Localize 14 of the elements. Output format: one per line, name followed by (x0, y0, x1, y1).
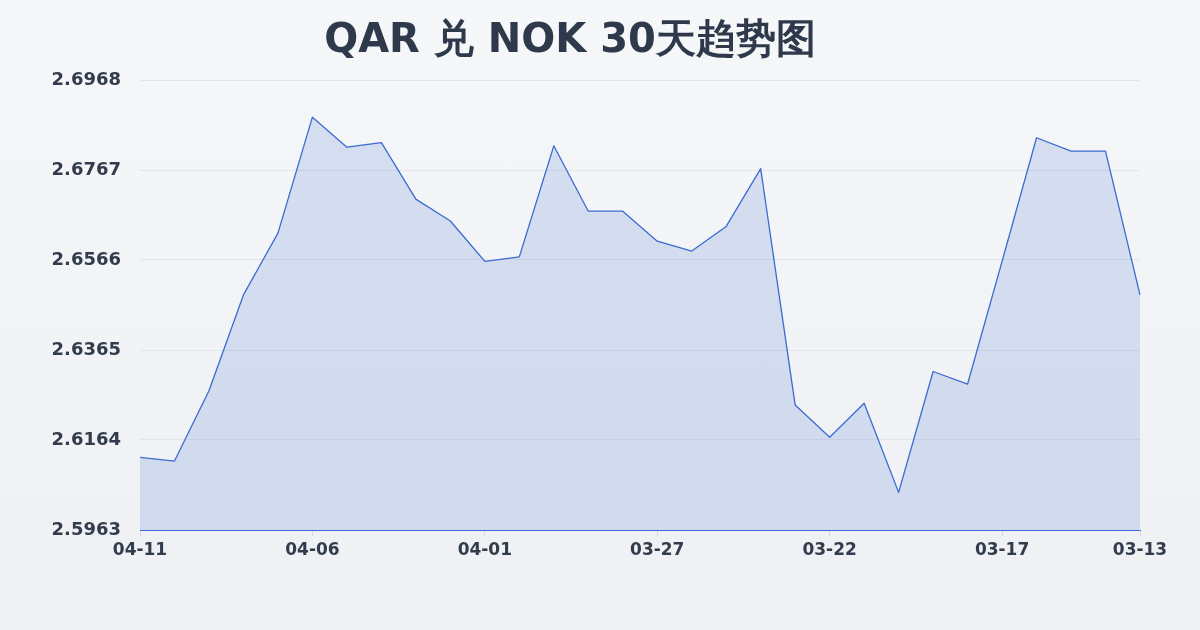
y-tick-label: 2.5963 (51, 517, 121, 539)
y-tick-label: 2.6164 (51, 427, 121, 449)
x-tick-label: 03-27 (630, 538, 685, 559)
y-tick-label: 2.6767 (51, 157, 121, 179)
x-tick-label: 04-11 (112, 538, 168, 559)
x-tick-label: 04-01 (457, 538, 513, 559)
chart-title: QAR 兑 NOK 30天趋势图 (324, 15, 816, 62)
y-tick-label: 2.6566 (51, 247, 121, 269)
y-tick-label: 2.6968 (51, 67, 121, 89)
x-tick-label: 03-17 (974, 538, 1030, 559)
y-tick-label: 2.6365 (51, 337, 121, 359)
x-tick-label: 03-13 (1112, 538, 1168, 559)
x-tick-label: 03-22 (802, 538, 857, 559)
x-tick-label: 04-06 (285, 538, 340, 559)
